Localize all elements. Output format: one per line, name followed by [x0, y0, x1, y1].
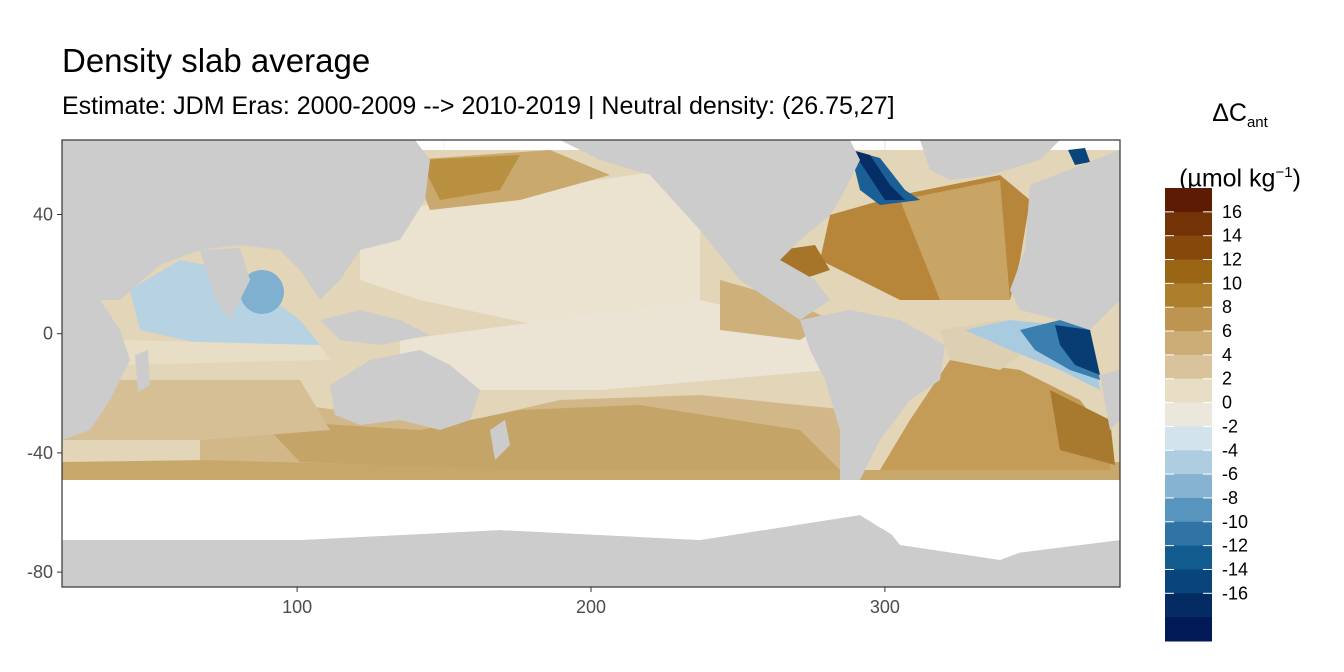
nordic-blue — [1068, 148, 1090, 165]
colorbar-swatch — [1165, 235, 1212, 261]
legend-title-main: ΔC — [1212, 99, 1247, 127]
colorbar-label: 10 — [1222, 273, 1242, 293]
land-australia — [330, 350, 480, 430]
map-panel — [62, 140, 1120, 587]
indian-equatorial-light — [120, 340, 330, 365]
south-pacific-darker — [260, 405, 840, 470]
indian-south-mid — [62, 380, 330, 440]
land-new-zealand — [490, 420, 510, 460]
land-asia — [62, 140, 430, 300]
x-tick-label: 200 — [576, 597, 606, 617]
legend-title-quantity: ΔCant — [1160, 88, 1320, 148]
land-south-america — [800, 310, 945, 500]
north-atlantic-mid — [900, 180, 1010, 300]
legend-unit-post: ) — [1292, 164, 1301, 193]
colorbar-label: -12 — [1222, 536, 1248, 556]
land-africa-south — [1100, 370, 1120, 430]
colorbar-swatch — [1165, 426, 1212, 451]
colorbar-label: 2 — [1222, 369, 1232, 389]
nodata-shelf-white — [880, 520, 1040, 560]
colorbar-label: 14 — [1222, 226, 1242, 246]
colorbar-swatch — [1165, 331, 1212, 356]
y-tick-label: -40 — [27, 443, 53, 463]
colorbar-label: -2 — [1222, 416, 1238, 436]
colorbar-label: 16 — [1222, 202, 1242, 222]
chart-title: Density slab average — [62, 42, 371, 79]
colorbar-label: -14 — [1222, 559, 1248, 579]
atlantic-blue-dark — [1055, 325, 1100, 375]
colorbar-label: -16 — [1222, 583, 1248, 603]
nodata-band — [62, 480, 1120, 555]
colorbar: 16 14 12 10 8 6 4 2 0 -2 -4 -6 -8 -10 -12 -14 -16 — [1165, 188, 1248, 642]
y-axis: 40 0 -40 -80 — [27, 205, 62, 582]
colorbar-label: -8 — [1222, 488, 1238, 508]
colorbar-swatch — [1165, 259, 1212, 284]
land-antarctica — [62, 515, 1120, 587]
colorbar-label: 6 — [1222, 321, 1232, 341]
colorbar-swatch — [1165, 569, 1212, 594]
x-axis: 100 200 300 — [282, 587, 900, 617]
land-maritime — [320, 310, 430, 345]
south-atlantic-brown — [880, 360, 1110, 470]
land-greenland — [920, 140, 1060, 180]
colorbar-swatch — [1165, 211, 1212, 237]
colorbar-swatch — [1165, 283, 1212, 308]
colorbar-label: 0 — [1222, 393, 1232, 413]
land — [62, 140, 1120, 587]
colorbar-label: 8 — [1222, 297, 1232, 317]
colorbar-swatch — [1165, 450, 1212, 475]
legend-title-sub: ant — [1246, 114, 1268, 131]
legend-title-unit: (µmol kg−1) — [1160, 148, 1320, 203]
land-madagascar — [135, 350, 150, 392]
land-india — [200, 248, 250, 320]
land-africa-west — [62, 300, 130, 440]
colorbar-swatch — [1165, 354, 1212, 380]
colorbar-label: 12 — [1222, 250, 1242, 270]
colorbar-swatch — [1165, 402, 1212, 427]
y-tick-label: -80 — [27, 562, 53, 582]
chart-subtitle: Estimate: JDM Eras: 2000-2009 --> 2010-2… — [62, 92, 895, 120]
bay-of-bengal-blue — [240, 270, 284, 314]
x-tick-label: 300 — [870, 597, 900, 617]
south-atlantic-dark — [1050, 390, 1115, 465]
kuroshio-dark — [420, 155, 520, 200]
colorbar-swatch — [1165, 617, 1212, 642]
colorbar-swatch — [1165, 521, 1212, 547]
y-tick-label: 0 — [43, 324, 53, 344]
x-tick-label: 100 — [282, 597, 312, 617]
y-tick-label: 40 — [33, 205, 53, 225]
colorbar-swatch — [1165, 188, 1212, 213]
colorbar-swatch — [1165, 545, 1212, 570]
colorbar-swatch — [1165, 378, 1212, 404]
legend-unit-pre: (µmol kg — [1179, 164, 1276, 193]
legend-unit-sup: −1 — [1275, 164, 1293, 181]
labrador-blue-dark — [852, 150, 905, 200]
colorbar-swatch — [1165, 307, 1212, 332]
colorbar-label: -6 — [1222, 464, 1238, 484]
colorbar-label: -4 — [1222, 440, 1238, 460]
colorbar-swatch — [1165, 593, 1212, 618]
colorbar-swatch — [1165, 497, 1212, 523]
land-north-america — [560, 140, 860, 320]
land-africa-east — [1010, 150, 1120, 330]
colorbar-label: 4 — [1222, 345, 1232, 365]
legend-title: ΔCant (µmol kg−1) — [1160, 88, 1320, 203]
colorbar-swatch — [1165, 474, 1212, 499]
colorbar-label: -10 — [1222, 512, 1248, 532]
